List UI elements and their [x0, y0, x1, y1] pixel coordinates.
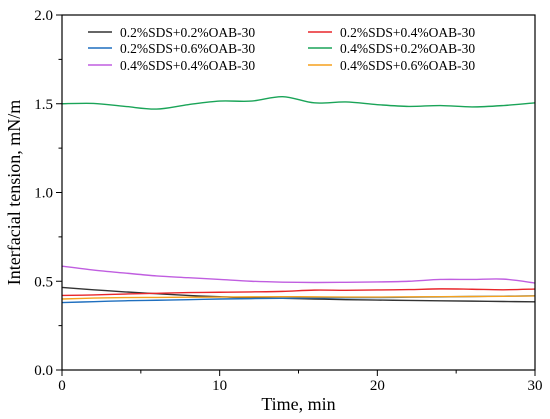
x-axis-title: Time, min: [261, 394, 335, 414]
legend-label: 0.4%SDS+0.4%OAB-30: [120, 58, 255, 73]
y-axis-title: Interfacial tension, mN/m: [4, 100, 24, 285]
legend-item-3: 0.2%SDS+0.6%OAB-30: [88, 41, 255, 56]
legend-item-1: 0.2%SDS+0.2%OAB-30: [88, 25, 255, 40]
y-tick-label: 0.0: [34, 363, 53, 379]
y-tick-label: 1.0: [34, 186, 53, 202]
x-tick-label: 30: [528, 378, 543, 394]
legend-label: 0.2%SDS+0.4%OAB-30: [340, 25, 475, 40]
x-tick-label: 20: [370, 378, 385, 394]
legend-item-2: 0.2%SDS+0.4%OAB-30: [308, 25, 475, 40]
series-layer: [61, 95, 536, 304]
y-tick-label: 2.0: [34, 8, 53, 24]
legend-item-4: 0.4%SDS+0.2%OAB-30: [308, 41, 475, 56]
legend-label: 0.4%SDS+0.2%OAB-30: [340, 41, 475, 56]
axes-layer: 0 10 20 30 0.0 0.5 1.0 1.5 2.0: [34, 8, 542, 394]
y-tick-label: 1.5: [34, 97, 53, 113]
legend-item-5: 0.4%SDS+0.4%OAB-30: [88, 58, 255, 73]
series-line-4: [61, 95, 536, 110]
series-line-2: [61, 288, 536, 297]
y-tick-label: 0.5: [34, 274, 53, 290]
series-line-6: [61, 295, 536, 300]
legend-label: 0.2%SDS+0.2%OAB-30: [120, 25, 255, 40]
series-line-5: [61, 265, 536, 284]
x-tick-label: 10: [212, 378, 227, 394]
x-tick-label: 0: [58, 378, 66, 394]
legend: 0.2%SDS+0.2%OAB-30 0.2%SDS+0.4%OAB-30 0.2%…: [88, 25, 475, 73]
legend-label: 0.4%SDS+0.6%OAB-30: [340, 58, 475, 73]
legend-label: 0.2%SDS+0.6%OAB-30: [120, 41, 255, 56]
legend-item-6: 0.4%SDS+0.6%OAB-30: [308, 58, 475, 73]
